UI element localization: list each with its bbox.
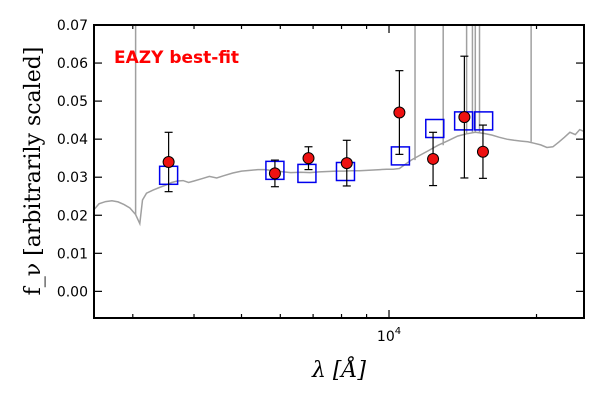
y-tick-label: 0.05	[57, 94, 88, 110]
x-tick-label: 104	[377, 326, 401, 345]
model-square	[425, 118, 445, 139]
y-tick-label: 0.04	[57, 132, 88, 148]
y-tick-label: 0.06	[57, 56, 88, 72]
y-tick-label: 0.00	[57, 284, 88, 300]
x-tick-labels: 104	[377, 326, 401, 345]
observed-point	[393, 106, 406, 119]
x-axis-label: λ [Å]	[311, 355, 366, 383]
plot-content	[94, 25, 584, 227]
observed-point	[476, 145, 489, 158]
observed-point	[162, 155, 175, 168]
observed-point	[340, 157, 353, 170]
y-tick-label: 0.07	[57, 18, 88, 34]
plot-frame	[93, 24, 585, 319]
annotation-text: EAZY best-fit	[114, 48, 239, 68]
y-tick-labels: 0.00 0.01 0.02 0.03 0.04 0.05 0.06 0.07	[57, 18, 88, 300]
observed-point	[458, 111, 471, 124]
observed-point	[427, 152, 440, 165]
y-tick-label: 0.01	[57, 246, 88, 262]
observed-point	[268, 167, 281, 180]
model-square	[390, 146, 411, 166]
observed-point	[302, 152, 315, 165]
y-axis-label: f_ν [arbitrarily scaled]	[21, 47, 46, 296]
y-tick-label: 0.02	[57, 208, 88, 224]
model-square	[297, 163, 317, 184]
y-tick-label: 0.03	[57, 170, 88, 186]
model-square	[473, 111, 494, 131]
